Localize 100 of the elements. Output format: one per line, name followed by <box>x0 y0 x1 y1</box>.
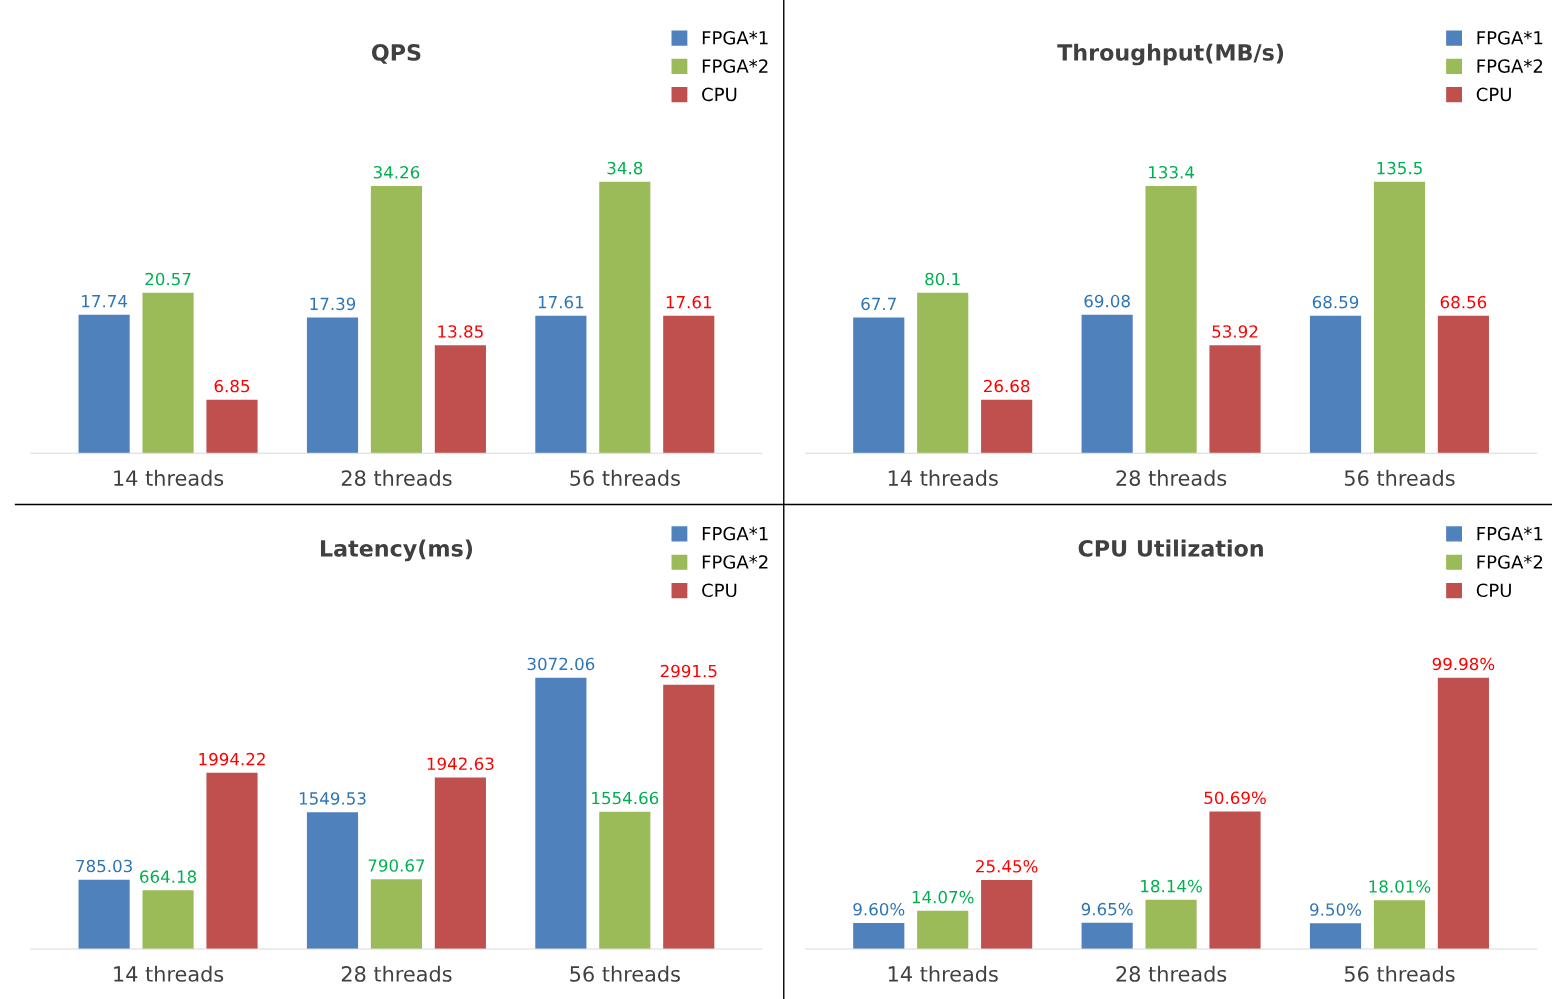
bar <box>853 922 905 950</box>
chart-title: QPS <box>371 44 421 64</box>
bar <box>1373 181 1426 454</box>
legend-label: CPU <box>702 87 737 102</box>
data-label: 80.1 <box>925 272 960 286</box>
bar <box>1145 899 1197 950</box>
legend-label: CPU <box>702 583 737 598</box>
bar <box>981 399 1033 454</box>
bar <box>599 181 651 454</box>
legend-label: FPGA*1 <box>1477 526 1543 541</box>
data-label: 785.03 <box>76 859 132 873</box>
bar <box>78 314 130 454</box>
bar <box>434 777 486 950</box>
bar <box>599 811 651 950</box>
bar <box>1209 811 1261 950</box>
data-label: 2991.5 <box>660 664 717 678</box>
data-label: 68.56 <box>1440 295 1487 309</box>
x-tick-label: 14 threads <box>114 469 224 486</box>
data-label: 17.39 <box>310 297 356 311</box>
data-label: 133.4 <box>1149 165 1194 179</box>
data-label: 14.07% <box>912 890 974 904</box>
data-label: 53.92 <box>1212 325 1258 338</box>
data-label: 69.08 <box>1084 294 1130 308</box>
chart-title: Throughput(MB/s) <box>1057 43 1284 66</box>
bar <box>535 677 587 950</box>
bar <box>535 315 587 454</box>
bar <box>663 315 715 454</box>
bar <box>370 185 423 454</box>
data-label: 50.69% <box>1204 791 1266 805</box>
bar <box>1373 900 1426 950</box>
bar <box>981 879 1033 950</box>
data-label: 1549.53 <box>299 792 366 805</box>
bar <box>1145 185 1197 454</box>
data-label: 99.98% <box>1432 657 1495 671</box>
bar <box>206 399 258 454</box>
bar <box>917 292 969 454</box>
data-label: 790.67 <box>368 859 425 872</box>
legend-label: FPGA*1 <box>702 526 768 541</box>
x-tick-label: 14 threads <box>114 965 224 982</box>
x-tick-label: 28 threads <box>1116 469 1227 486</box>
data-label: 25.45% <box>976 859 1038 873</box>
x-tick-label: 14 threads <box>888 965 998 982</box>
legend-label: FPGA*1 <box>1477 30 1543 45</box>
bar <box>1209 345 1261 454</box>
data-label: 1554.66 <box>592 791 659 805</box>
data-label: 20.57 <box>145 272 191 286</box>
data-label: 664.18 <box>140 870 197 883</box>
bar <box>306 812 359 950</box>
bar <box>1437 315 1489 454</box>
data-label: 17.61 <box>538 295 584 309</box>
data-label: 26.68 <box>984 379 1030 393</box>
bar <box>78 879 130 950</box>
bar <box>1309 923 1362 950</box>
data-label: 6.85 <box>214 379 250 393</box>
data-label: 3072.06 <box>527 657 595 671</box>
bar <box>142 890 194 950</box>
x-tick-label: 56 threads <box>570 469 680 486</box>
legend-label: CPU <box>1476 87 1511 102</box>
x-tick-label: 56 threads <box>1344 469 1455 486</box>
x-tick-label: 28 threads <box>1116 965 1227 982</box>
data-label: 135.5 <box>1377 161 1422 175</box>
data-label: 18.14% <box>1141 879 1202 893</box>
data-label: 18.01% <box>1369 880 1431 893</box>
data-label: 13.85 <box>438 325 483 338</box>
x-tick-label: 28 threads <box>341 965 452 982</box>
bar <box>1437 677 1489 950</box>
bar <box>917 910 969 950</box>
bar <box>434 345 486 454</box>
legend-label: FPGA*2 <box>702 59 768 73</box>
data-label: 17.61 <box>666 295 712 309</box>
bar <box>142 292 194 454</box>
data-label: 67.7 <box>861 297 896 311</box>
bar <box>1309 315 1362 454</box>
data-label: 17.74 <box>82 295 128 308</box>
x-tick-label: 14 threads <box>888 469 998 486</box>
bar <box>663 684 715 950</box>
data-label: 9.65% <box>1081 902 1133 916</box>
legend-label: FPGA*1 <box>702 30 768 45</box>
data-label: 1994.22 <box>199 752 265 766</box>
data-label: 34.8 <box>607 161 643 175</box>
bar <box>1081 922 1133 950</box>
bar <box>1081 314 1133 454</box>
bar <box>206 772 258 950</box>
legend-label: FPGA*2 <box>1477 555 1543 569</box>
bar <box>853 317 905 454</box>
data-label: 1942.63 <box>427 757 494 771</box>
legend-label: CPU <box>1476 583 1511 598</box>
x-tick-label: 56 threads <box>1344 965 1455 982</box>
x-tick-label: 28 threads <box>341 469 452 486</box>
data-label: 68.59 <box>1312 295 1359 309</box>
chart-title: CPU Utilization <box>1078 539 1263 557</box>
data-label: 9.60% <box>853 902 905 916</box>
bar <box>306 317 359 454</box>
chart-title: Latency(ms) <box>320 539 473 562</box>
x-tick-label: 56 threads <box>570 965 680 982</box>
data-label: 9.50% <box>1310 903 1362 916</box>
bar <box>370 879 423 950</box>
legend-label: FPGA*2 <box>702 555 768 569</box>
legend-label: FPGA*2 <box>1477 59 1543 73</box>
data-label: 34.26 <box>373 165 420 179</box>
